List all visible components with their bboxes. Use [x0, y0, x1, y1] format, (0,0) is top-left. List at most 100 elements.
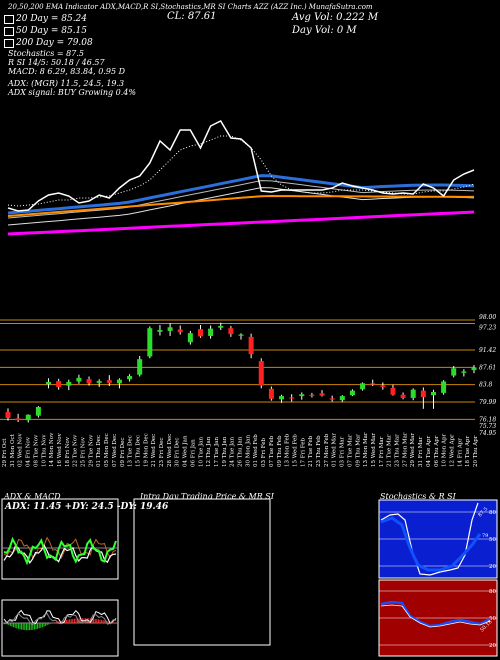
price-level-label: 74.95: [479, 430, 496, 437]
candle-body: [76, 377, 82, 382]
price-level-label: 79.99: [479, 399, 496, 406]
date-label: 07 Tue Mar: [347, 434, 353, 467]
date-label: 08 Tue Nov: [33, 434, 39, 467]
candle-body: [238, 334, 244, 336]
day-vol-label: Day Vol: 0 M: [292, 25, 357, 36]
candle-body: [410, 389, 416, 398]
date-label: 09 Thu Feb: [277, 435, 283, 467]
candle-body: [451, 368, 457, 376]
date-label: 25 Fri Nov: [81, 436, 87, 467]
ema50-line: [7, 194, 474, 217]
candle-body: [106, 380, 112, 383]
date-label: 29 Tue Nov: [88, 434, 94, 467]
candle-body: [228, 328, 234, 335]
date-label: 16 Wed Nov: [57, 432, 63, 467]
date-label: 09 Thu Mar: [355, 434, 361, 467]
date-label: 06 Thu Apr: [434, 435, 440, 467]
intraday-panel-title: Intra Day Trading Price & MR SI: [140, 492, 274, 501]
date-label: 01 Wed Mar: [332, 433, 338, 467]
rsi-legend: R SI 14/5: 50.18 / 46.57: [8, 58, 105, 67]
candle-body: [66, 381, 72, 386]
date-label: 02 Wed Nov: [18, 432, 24, 467]
date-label: 05 Mon Dec: [104, 433, 110, 467]
candle-body: [157, 330, 163, 332]
candle-body: [268, 388, 274, 399]
candle-body: [5, 412, 11, 418]
candle-body: [299, 394, 305, 397]
date-label: 24 Tue Jan: [230, 437, 236, 467]
date-label: 10 Mon Apr: [442, 434, 448, 467]
date-label: 04 Wed Jan: [183, 435, 189, 467]
date-label: 12 Thu Jan: [206, 436, 212, 467]
date-label: 26 Thu Jan: [238, 436, 244, 467]
candle-body: [46, 381, 52, 385]
candle-body: [319, 393, 325, 396]
rsi-tick: 80: [489, 589, 496, 595]
ema-band-line: [7, 180, 475, 219]
date-label: 15 Thu Dec: [135, 435, 141, 467]
main-chart: 98.00 97.23 91.42 87.61 83.8 79.99 76.1875.737…: [0, 120, 496, 467]
adx-plus-di-line: [3, 536, 117, 566]
ema20-line: [7, 174, 475, 215]
ema200-swatch: [4, 39, 14, 48]
rsi-signal-line: [380, 604, 491, 628]
close-label: CL: 87.61: [167, 11, 217, 22]
candle-body: [197, 329, 203, 337]
candle-body: [441, 381, 447, 393]
date-label: 23 Fri Dec: [159, 438, 165, 467]
date-label: 10 Tue Jan: [198, 437, 204, 467]
candle-body: [390, 387, 396, 395]
candle-body: [400, 394, 406, 398]
ema200-line: [7, 210, 475, 236]
adx-readout: ADX: 11.45 +DY: 24.5 -DY: 19.46: [5, 502, 169, 512]
candle-body: [137, 359, 143, 375]
stoch-panel-title: Stochastics & R SI: [380, 492, 456, 501]
candle-body: [370, 383, 376, 385]
macd-line: [3, 609, 117, 625]
price-level-label: 75.73: [479, 423, 496, 430]
date-label: 20 Thu Apr: [473, 435, 479, 467]
price-level-label: 76.18: [479, 416, 496, 423]
candle-body: [218, 325, 224, 328]
ema200-legend: 200 Day = 79.08: [16, 38, 93, 48]
candle-body: [177, 329, 183, 333]
adx-panel: [1, 498, 119, 580]
candle-body: [208, 328, 214, 336]
date-label: 23 Thu Feb: [316, 435, 322, 467]
candle-body: [349, 390, 355, 396]
candle-body: [329, 398, 335, 400]
adx-minus-di-line: [3, 536, 117, 560]
candle-body: [167, 327, 173, 331]
stoch-d-line: [380, 516, 482, 572]
date-label: 01 Thu Dec: [96, 435, 102, 467]
candle-body: [187, 333, 193, 343]
date-label: 09 Fri Dec: [120, 438, 126, 467]
date-label: 17 Tue Jan: [214, 437, 220, 467]
candle-body: [15, 418, 21, 421]
ema-band-line: [7, 187, 475, 226]
date-label: 14 Mon Nov: [49, 432, 55, 467]
stochastic-line: [7, 120, 475, 212]
date-label: 13 Tue Dec: [128, 435, 134, 467]
date-label: 10 Thu Nov: [41, 434, 47, 467]
date-label: 12 Wed Apr: [449, 434, 455, 467]
stoch-value-label-2: 79: [482, 533, 488, 539]
candle-body: [471, 367, 477, 371]
candle-body: [380, 385, 386, 387]
date-label: 01 Wed Feb: [253, 434, 259, 467]
candle-body: [248, 336, 254, 355]
date-label: 21 Wed Dec: [151, 434, 157, 467]
ema20-swatch: [4, 15, 14, 24]
date-label: 13 Mon Mar: [363, 432, 369, 467]
candle-body: [279, 396, 285, 400]
ema20-legend: 20 Day = 85.24: [16, 14, 88, 24]
candle-body: [420, 390, 426, 397]
candle-body: [258, 360, 264, 386]
rsi-tick: 50: [489, 616, 496, 622]
price-level-label: 91.42: [479, 347, 496, 354]
candle-body: [56, 381, 62, 387]
date-label: 23 Thu Mar: [395, 434, 401, 467]
date-label: 17 Fri Mar: [379, 436, 385, 467]
date-label: 31 Mon Oct: [10, 433, 16, 467]
